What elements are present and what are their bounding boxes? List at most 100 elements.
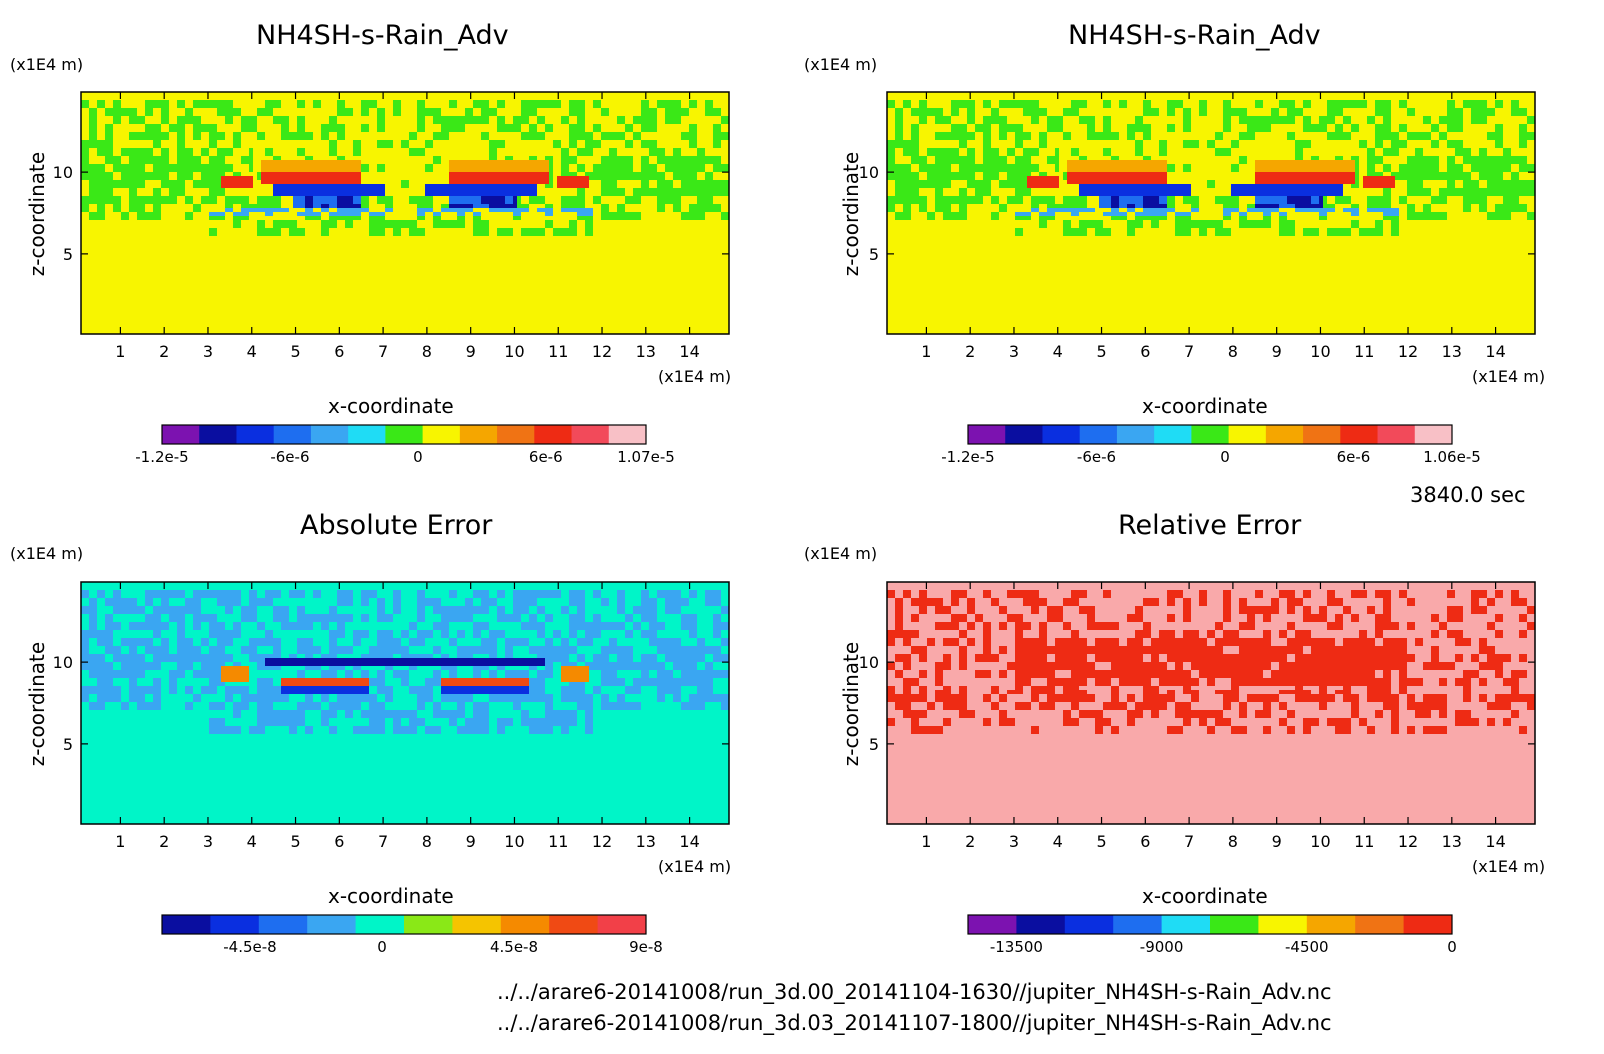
colorbar-tick-label: -4500: [1285, 938, 1329, 956]
x-unit-4: (x1E4 m): [1472, 857, 1546, 876]
colorbar-swatch: [1042, 425, 1081, 444]
x-tick-label: 4: [1053, 832, 1063, 851]
colorbar-swatch: [1377, 425, 1416, 444]
x-tick-label: 3: [203, 832, 213, 851]
colorbar-tick-label: -6e-6: [1077, 448, 1116, 466]
colorbar-swatch: [608, 425, 647, 444]
x-tick-label: 2: [159, 342, 169, 361]
y-tick-label: 10: [53, 653, 73, 672]
colorbar-swatch: [1228, 425, 1267, 444]
colorbar-swatch: [1414, 425, 1453, 444]
colorbar-tick-label: 6e-6: [529, 448, 563, 466]
colorbar-swatch: [422, 425, 461, 444]
colorbar-tick-label: -1.2e-5: [135, 448, 188, 466]
colorbar-swatch: [1161, 915, 1211, 934]
y-unit-4: (x1E4 m): [804, 544, 878, 563]
colorbar-tick-label: 0: [1220, 448, 1230, 466]
colorbar-swatch: [1113, 915, 1163, 934]
plot-frame: [80, 91, 730, 335]
y-axis-label-2: z-coordinate: [839, 151, 864, 277]
x-tick-label: 7: [378, 832, 388, 851]
x-tick-label: 5: [290, 832, 300, 851]
x-tick-label: 2: [965, 342, 975, 361]
x-tick-label: 6: [334, 342, 344, 361]
colorbar-swatch: [1403, 915, 1453, 934]
colorbar-tick-label: 0: [1447, 938, 1457, 956]
footer-file-1: ../../arare6-20141008/run_3d.00_20141104…: [497, 980, 1332, 1004]
colorbar-swatch: [1340, 425, 1379, 444]
x-tick-label: 2: [965, 832, 975, 851]
x-tick-label: 13: [1442, 342, 1462, 361]
x-tick-label: 10: [504, 342, 524, 361]
colorbar-swatch: [1154, 425, 1192, 444]
x-tick-label: 7: [378, 342, 388, 361]
x-tick-label: 6: [334, 832, 344, 851]
colorbar-swatch: [1079, 425, 1118, 444]
colorbar-frame: [967, 914, 1453, 935]
x-tick-label: 12: [1398, 832, 1418, 851]
plot-frame: [886, 91, 1536, 335]
x-tick-label: 10: [1310, 832, 1330, 851]
colorbar-swatch: [404, 915, 453, 934]
colorbar-swatch: [534, 425, 573, 444]
field-4: [887, 582, 1535, 824]
x-tick-label: 11: [548, 342, 568, 361]
colorbar-tick-label: 4.5e-8: [490, 938, 538, 956]
colorbar-tick-label: -13500: [990, 938, 1043, 956]
colorbar-swatch: [348, 425, 386, 444]
x-tick-label: 5: [290, 342, 300, 361]
y-unit-2: (x1E4 m): [804, 55, 878, 74]
x-unit-2: (x1E4 m): [1472, 367, 1546, 386]
x-tick-label: 12: [592, 342, 612, 361]
footer-file-2: ../../arare6-20141008/run_3d.03_20141107…: [497, 1011, 1332, 1035]
colorbar-4: -13500 -9000 -4500 0: [967, 914, 1457, 956]
colorbar-1: -1.2e-5 -6e-6 0 6e-6 1.07e-5: [135, 424, 675, 466]
colorbar-tick-label: 0: [377, 938, 387, 956]
field-1: [81, 92, 729, 334]
colorbar-swatch: [1210, 915, 1259, 934]
colorbar-swatch: [385, 425, 424, 444]
colorbar-swatch: [549, 915, 599, 934]
colorbar-swatch: [1258, 915, 1308, 934]
x-tick-label: 7: [1184, 342, 1194, 361]
y-tick-label: 10: [859, 653, 879, 672]
x-axis-label-2: x-coordinate: [1142, 394, 1268, 418]
colorbar-tick-label: 9e-8: [629, 938, 663, 956]
x-tick-label: 12: [1398, 342, 1418, 361]
x-axis-label-1: x-coordinate: [328, 394, 454, 418]
colorbar-swatch: [500, 915, 550, 934]
field-3: [81, 582, 729, 824]
y-unit-3: (x1E4 m): [10, 544, 84, 563]
x-tick-label: 6: [1140, 342, 1150, 361]
x-tick-label: 9: [1272, 832, 1282, 851]
x-tick-label: 9: [466, 832, 476, 851]
colorbar-swatch: [307, 915, 357, 934]
colorbar-tick-label: -1.2e-5: [941, 448, 994, 466]
colorbar-swatch: [310, 425, 349, 444]
x-tick-label: 8: [1228, 832, 1238, 851]
x-tick-label: 8: [422, 832, 432, 851]
x-tick-label: 8: [422, 342, 432, 361]
panel-title-4: Relative Error: [1118, 510, 1302, 541]
x-axis-label-3: x-coordinate: [328, 884, 454, 908]
x-tick-label: 5: [1096, 342, 1106, 361]
panel-title-1: NH4SH-s-Rain_Adv: [256, 20, 509, 51]
colorbar-2: -1.2e-5 -6e-6 0 6e-6 1.06e-5: [941, 424, 1481, 466]
colorbar-swatch: [1116, 425, 1155, 444]
x-tick-label: 10: [504, 832, 524, 851]
colorbar-swatch: [258, 915, 308, 934]
time-label: 3840.0 sec: [1410, 483, 1526, 507]
colorbar-tick-label: 1.06e-5: [1423, 448, 1481, 466]
x-tick-label: 14: [1485, 342, 1505, 361]
x-tick-label: 5: [1096, 832, 1106, 851]
colorbar-swatch: [1016, 915, 1066, 934]
x-tick-label: 2: [159, 832, 169, 851]
plot-frame: [80, 581, 730, 825]
colorbar-tick-label: -4.5e-8: [223, 938, 276, 956]
x-tick-label: 3: [1009, 832, 1019, 851]
y-tick-label: 10: [53, 163, 73, 182]
x-tick-label: 3: [1009, 342, 1019, 361]
colorbar-swatch: [199, 425, 237, 444]
colorbar-tick-label: -6e-6: [270, 448, 309, 466]
